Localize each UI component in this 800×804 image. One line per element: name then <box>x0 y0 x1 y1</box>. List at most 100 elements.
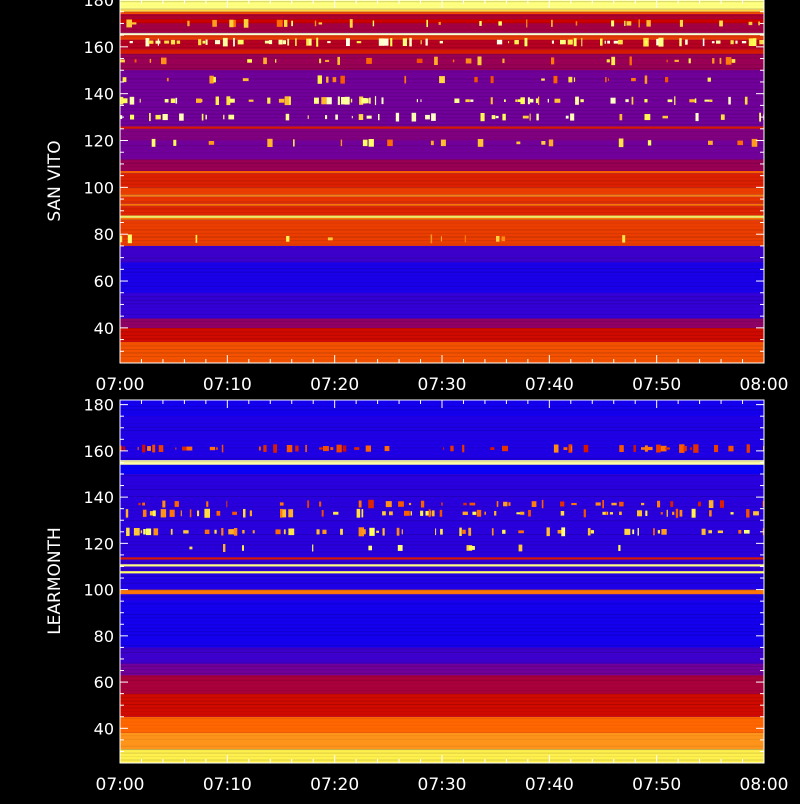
burst-mark <box>291 20 293 27</box>
band-texture <box>120 247 764 249</box>
burst-mark <box>553 444 559 453</box>
band-texture <box>120 416 764 417</box>
burst-mark <box>206 501 209 507</box>
burst-mark <box>237 39 244 45</box>
burst-mark <box>619 511 622 515</box>
burst-mark <box>267 97 271 104</box>
burst-mark <box>491 115 496 120</box>
burst-mark <box>641 447 646 450</box>
band-texture <box>120 113 764 115</box>
burst-mark <box>605 511 608 515</box>
burst-mark <box>528 510 531 517</box>
band-texture <box>120 704 764 706</box>
band-texture <box>120 50 764 52</box>
frequency-band <box>120 601 764 648</box>
burst-mark <box>137 447 139 451</box>
burst-mark <box>247 59 252 63</box>
burst-mark <box>522 115 529 119</box>
burst-mark <box>443 447 445 450</box>
burst-mark <box>160 509 167 518</box>
burst-mark <box>644 445 648 452</box>
band-texture <box>120 324 764 326</box>
band-texture <box>120 169 764 171</box>
burst-mark <box>735 40 738 44</box>
burst-mark <box>216 510 221 516</box>
burst-mark <box>411 112 417 122</box>
burst-mark <box>340 75 345 84</box>
band-texture <box>120 289 764 291</box>
burst-mark <box>434 56 438 65</box>
band-texture <box>120 659 764 660</box>
burst-mark <box>420 99 422 102</box>
burst-mark <box>691 508 696 518</box>
burst-mark <box>728 96 731 105</box>
burst-mark <box>323 446 329 452</box>
band-texture <box>120 120 764 122</box>
band-texture <box>120 423 764 425</box>
burst-mark <box>645 40 647 44</box>
band-texture <box>120 457 764 459</box>
burst-mark <box>126 527 130 536</box>
burst-mark <box>157 38 159 46</box>
burst-mark <box>314 97 319 104</box>
burst-mark <box>288 509 294 518</box>
x-tick-label: 07:00 <box>96 775 145 795</box>
burst-mark <box>402 38 407 46</box>
burst-mark <box>358 114 364 120</box>
burst-mark <box>602 500 604 509</box>
burst-mark <box>226 96 231 106</box>
y-tick-label: 40 <box>94 319 114 338</box>
burst-mark <box>161 57 167 65</box>
band-texture <box>120 544 764 546</box>
burst-mark <box>149 511 156 516</box>
burst-mark <box>318 22 323 25</box>
band-texture <box>120 465 764 466</box>
burst-mark <box>541 499 544 509</box>
burst-mark <box>280 508 283 518</box>
burst-mark <box>369 527 375 536</box>
burst-mark <box>307 115 309 119</box>
burst-mark <box>378 114 380 121</box>
burst-mark <box>719 20 723 27</box>
burst-mark <box>176 40 181 44</box>
band-texture <box>120 551 764 553</box>
burst-mark <box>731 59 736 63</box>
y-tick-label: 40 <box>94 719 114 738</box>
burst-mark <box>420 40 422 45</box>
burst-mark <box>275 529 281 535</box>
burst-mark <box>695 113 699 122</box>
band-texture <box>120 46 764 48</box>
burst-mark <box>340 139 343 147</box>
burst-mark <box>606 59 610 63</box>
frequency-band <box>120 594 764 602</box>
band-texture <box>120 433 764 435</box>
x-tick-label: 07:20 <box>310 775 359 795</box>
frequency-band <box>120 589 764 595</box>
burst-mark <box>170 39 176 45</box>
burst-mark <box>319 58 322 64</box>
frequency-band <box>120 215 764 218</box>
band-texture <box>120 499 764 500</box>
burst-mark <box>205 39 208 45</box>
burst-mark <box>284 96 291 106</box>
band-texture <box>120 127 764 129</box>
burst-mark <box>228 529 234 535</box>
burst-mark <box>502 58 505 64</box>
band-texture <box>120 450 764 452</box>
burst-mark <box>120 235 123 243</box>
frequency-band <box>120 341 764 363</box>
band-texture <box>120 191 764 192</box>
burst-mark <box>356 41 362 44</box>
burst-mark <box>362 139 368 147</box>
x-tick-label: 07:40 <box>525 775 574 795</box>
band-texture <box>120 443 764 445</box>
burst-mark <box>496 236 500 242</box>
burst-mark <box>653 528 655 536</box>
band-texture <box>120 348 764 350</box>
burst-mark <box>611 56 616 66</box>
frequency-band <box>120 49 764 54</box>
burst-mark <box>278 98 285 103</box>
y-tick-label: 160 <box>83 38 114 57</box>
burst-mark <box>263 445 267 452</box>
